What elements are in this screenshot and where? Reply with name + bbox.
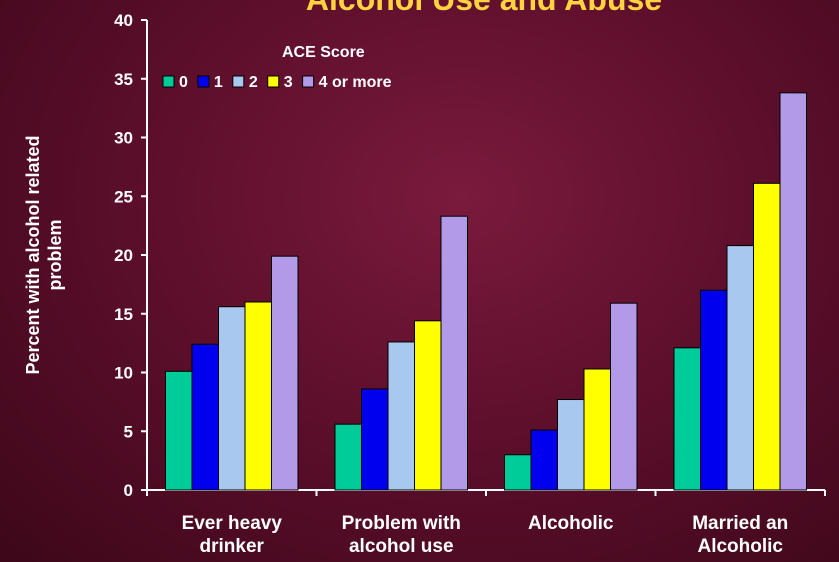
y-tick-label: 30 — [114, 129, 133, 148]
y-tick-label: 25 — [114, 187, 133, 206]
y-axis: 0 5 10 15 20 25 30 35 40 — [114, 11, 148, 500]
bar — [218, 306, 246, 491]
legend-label: 2 — [249, 74, 258, 91]
y-axis-label-text: Percent with alcohol related problem — [23, 135, 65, 374]
bar — [387, 341, 415, 491]
legend-title: ACE Score — [282, 44, 365, 61]
chart-title: Alcohol Use and Abuse — [306, 0, 662, 17]
bar — [361, 388, 389, 491]
bar — [244, 301, 272, 491]
bar — [414, 320, 442, 491]
bar — [779, 92, 807, 491]
legend-swatch — [197, 75, 210, 88]
x-tick-label: Ever heavy drinker — [182, 513, 283, 557]
bar — [583, 368, 611, 491]
legend-label: 4 or more — [319, 74, 392, 91]
bar — [271, 255, 299, 491]
legend-swatch — [162, 75, 175, 88]
bar — [165, 370, 193, 491]
bar — [440, 215, 468, 491]
legend-label: 3 — [284, 74, 293, 91]
x-axis: Ever heavy drinker Problem with alcohol use… — [146, 489, 826, 557]
legend-swatch — [267, 75, 280, 88]
bar — [334, 423, 362, 491]
legend-swatch — [302, 75, 315, 88]
y-tick-label: 5 — [124, 422, 133, 441]
legend-label: 1 — [214, 74, 223, 91]
bars — [165, 92, 807, 491]
bar — [557, 399, 585, 491]
bar — [753, 182, 781, 491]
bar — [504, 454, 532, 491]
y-tick-label: 20 — [114, 246, 133, 265]
y-tick-label: 10 — [114, 364, 133, 383]
x-tick-label: Problem with alcohol use — [342, 513, 461, 557]
legend: ACE Score 0 1 2 3 4 or more — [162, 44, 392, 91]
bar — [726, 245, 754, 491]
bar — [700, 289, 728, 491]
x-tick-label: Married an Alcoholic — [692, 513, 788, 557]
y-tick-label: 35 — [114, 70, 133, 89]
y-tick-label: 0 — [124, 481, 133, 500]
legend-swatch — [232, 75, 245, 88]
bar — [673, 347, 701, 491]
y-tick-label: 40 — [114, 11, 133, 30]
x-tick-label: Alcoholic — [528, 513, 614, 534]
y-axis-label: Percent with alcohol related problem — [23, 135, 65, 374]
y-tick-label: 15 — [114, 305, 133, 324]
bar — [610, 302, 638, 491]
legend-label: 0 — [179, 74, 188, 91]
bar — [530, 429, 558, 491]
bar — [191, 343, 219, 491]
